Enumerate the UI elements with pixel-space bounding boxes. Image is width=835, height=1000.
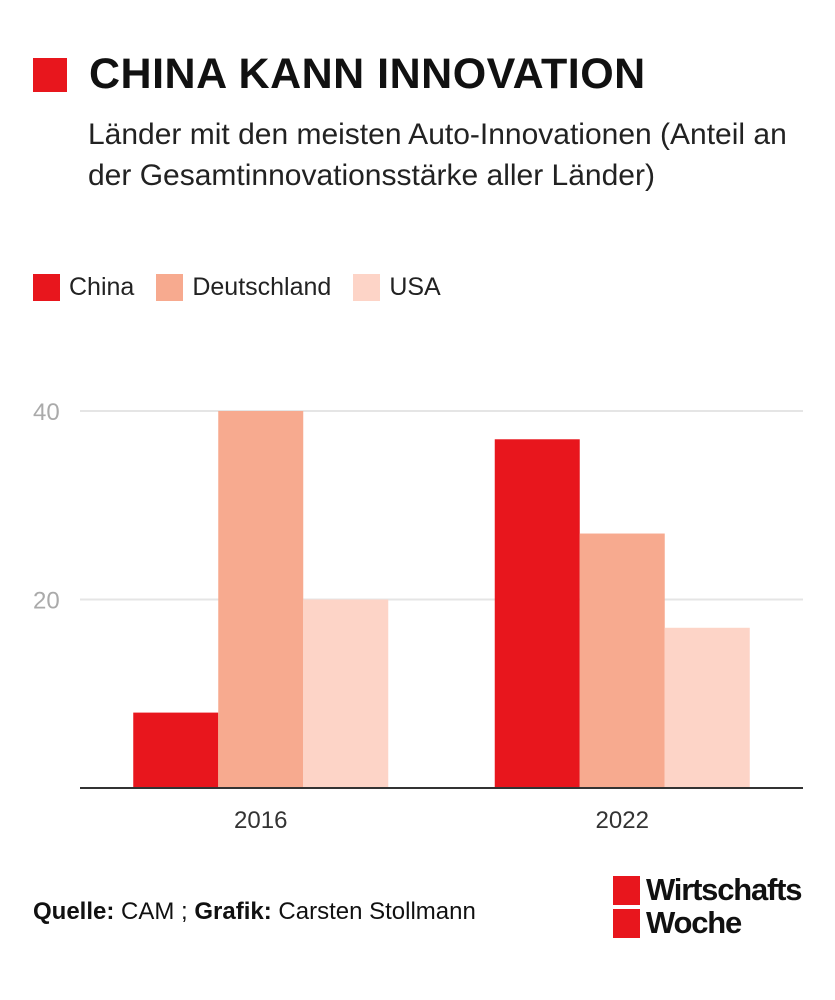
credit-value: Carsten Stollmann: [278, 898, 476, 925]
y-tick-label-20: 20: [33, 588, 60, 615]
y-tick-label-40: 40: [33, 399, 60, 426]
legend-swatch-deutschland: [156, 274, 184, 301]
chart-subtitle: Länder mit den meisten Auto-Innovationen…: [88, 118, 787, 192]
x-tick-label-2022: 2022: [596, 807, 649, 834]
source-value: CAM ;: [121, 898, 188, 925]
title-row: CHINA KANN INNOVATION: [33, 50, 646, 99]
logo-square-bottom: [613, 909, 640, 938]
logo-line-2: Woche: [646, 905, 742, 940]
credit-label: Grafik:: [194, 898, 272, 925]
logo-line-1: Wirtschafts: [646, 872, 803, 907]
legend-swatch-china: [33, 274, 60, 301]
legend-swatch-usa: [353, 274, 381, 301]
bar-china-2016: [133, 712, 219, 788]
legend-item-usa: USA: [353, 273, 441, 302]
page-title: CHINA KANN INNOVATION: [89, 50, 646, 98]
legend-label-usa: USA: [389, 273, 441, 301]
source-label: Quelle:: [33, 898, 115, 925]
title-accent-square: [33, 57, 67, 92]
x-tick-label-2016: 2016: [234, 807, 287, 834]
bar-china-2022: [494, 439, 580, 788]
bar-usa-2022: [664, 627, 750, 788]
legend-item-deutschland: Deutschland: [156, 273, 331, 302]
bar-deutschland-2022: [579, 533, 665, 788]
legend-item-china: China: [33, 273, 134, 302]
bar-chart: 20 40 2016 2022: [33, 399, 803, 834]
logo-square-top: [613, 876, 640, 905]
bar-usa-2016: [303, 599, 389, 788]
footer-credits: Quelle: CAM ; Grafik: Carsten Stollmann: [33, 898, 476, 926]
legend: China Deutschland USA: [33, 273, 463, 302]
bar-deutschland-2016: [218, 411, 304, 788]
legend-label-deutschland: Deutschland: [192, 273, 332, 301]
wirtschaftswoche-logo: Wirtschafts Woche: [613, 874, 813, 942]
legend-label-china: China: [69, 273, 135, 301]
